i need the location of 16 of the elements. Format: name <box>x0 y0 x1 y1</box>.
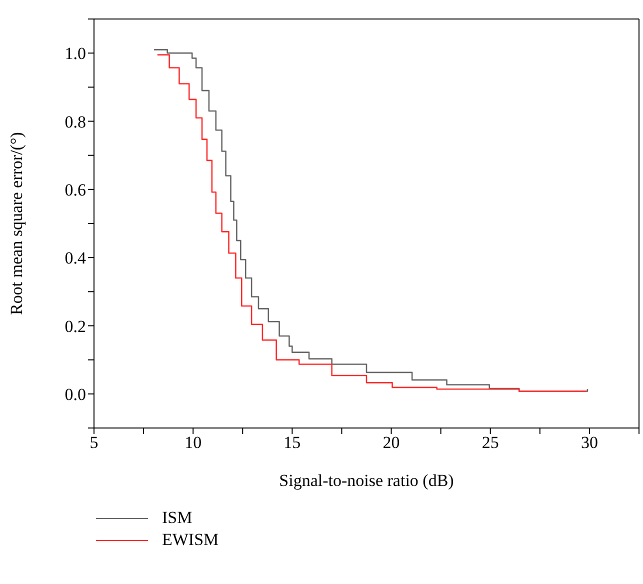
y-tick-label: 0.2 <box>64 316 86 336</box>
y-tick-label: 0.8 <box>64 112 86 132</box>
x-axis-title: Signal-to-noise ratio (dB) <box>279 471 454 490</box>
y-tick-label: 0.6 <box>64 180 86 200</box>
y-tick-label: 1.0 <box>64 44 86 64</box>
x-tick-label: 10 <box>184 433 202 452</box>
x-tick-label: 20 <box>382 433 400 452</box>
x-tick-label: 5 <box>90 433 98 452</box>
y-tick-label: 0.4 <box>64 248 86 268</box>
y-axis-title: Root mean square error/(°) <box>7 132 26 315</box>
x-tick-label: 30 <box>580 433 598 452</box>
y-tick-label: 0.0 <box>64 384 86 404</box>
x-tick-label: 15 <box>284 433 301 452</box>
legend-label: EWISM <box>162 530 219 550</box>
x-tick-label: 25 <box>482 433 499 452</box>
legend-label: ISM <box>162 508 192 528</box>
